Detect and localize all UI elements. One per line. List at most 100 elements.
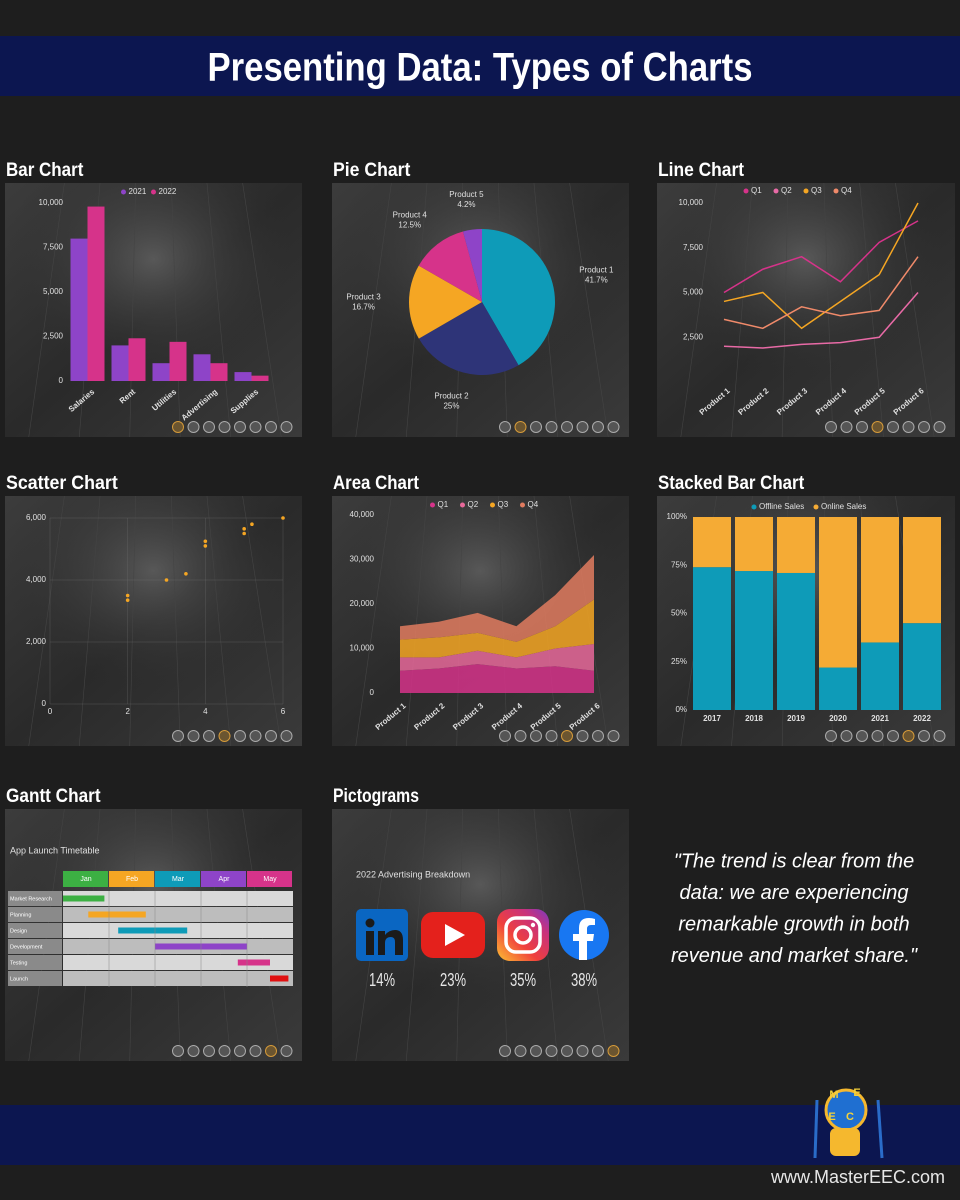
panel-texture	[206, 182, 232, 438]
pie-slice	[482, 229, 555, 366]
chart-subtitle: 2022 Advertising Breakdown	[356, 869, 470, 879]
task-bar	[118, 927, 188, 934]
icon-glyph	[378, 930, 403, 955]
logo-ladder	[813, 1099, 819, 1159]
legend-swatch	[430, 502, 435, 508]
carousel-dot	[607, 730, 620, 742]
legend-label: 2022	[159, 187, 177, 196]
month-label: Apr	[219, 876, 231, 883]
x-tick-label: 2	[125, 707, 130, 716]
linkedin-icon	[356, 909, 408, 961]
carousel-dot	[840, 421, 853, 433]
value-label: 23%	[440, 970, 466, 990]
icon-glyph	[445, 924, 465, 946]
carousel-dot	[249, 421, 262, 433]
carousel-dot	[499, 730, 511, 742]
carousel-dot	[280, 1045, 293, 1057]
bar-segment	[819, 667, 857, 710]
chart-subtitle: App Launch Timetable	[10, 845, 100, 855]
panel-texture	[171, 182, 181, 438]
footer-band	[0, 1105, 960, 1165]
slice-label: Product 5	[449, 190, 484, 199]
carousel-dot	[825, 730, 837, 742]
icon-glyph	[573, 918, 595, 960]
carousel-dot	[856, 421, 868, 433]
carousel-dot	[172, 730, 184, 742]
carousel-dot	[902, 730, 915, 742]
bar	[234, 372, 252, 381]
panel-texture	[355, 182, 392, 438]
line	[723, 256, 919, 330]
carousel-dot	[280, 421, 293, 433]
logo-letter: E	[853, 1087, 860, 1099]
legend-label: Q1	[751, 186, 762, 195]
carousel-dot	[187, 421, 200, 433]
scatter-point	[242, 531, 246, 536]
x-tick-label: 0	[48, 707, 53, 716]
icon-glyph	[365, 918, 375, 928]
bar-segment	[903, 517, 941, 624]
carousel-dot	[887, 730, 899, 742]
legend-label: 2021	[129, 187, 147, 196]
carousel-dot	[187, 730, 200, 742]
carousel-dot	[249, 1045, 262, 1057]
line	[723, 220, 919, 294]
bar	[210, 363, 228, 381]
bar-segment	[819, 517, 857, 668]
y-tick-label: 5,000	[43, 287, 64, 296]
panel-texture	[242, 182, 282, 438]
bar-segment	[777, 572, 815, 710]
logo-ladder	[876, 1099, 884, 1159]
carousel-dot	[218, 730, 231, 742]
x-tick-label: 2022	[913, 714, 931, 723]
header-band	[0, 36, 960, 96]
y-tick-label: 25%	[671, 657, 687, 666]
bar-segment	[693, 517, 731, 568]
task-label-cell	[8, 955, 62, 970]
y-tick-label: 7,500	[683, 243, 704, 252]
x-tick-label: 2021	[871, 714, 889, 723]
slice-value-label: 41.7%	[585, 275, 608, 284]
pie-slice	[462, 229, 482, 302]
task-row	[63, 907, 293, 922]
carousel-dot	[218, 1045, 231, 1057]
task-bar	[88, 911, 146, 918]
task-label: Planning	[10, 912, 31, 918]
area	[400, 644, 594, 671]
scatter-point	[203, 539, 208, 544]
carousel-dot	[203, 730, 215, 742]
month-header	[63, 871, 108, 887]
facebook-icon	[559, 910, 609, 960]
main-title: Presenting Data: Types of Charts	[208, 46, 753, 90]
y-tick-label: 40,000	[350, 510, 375, 519]
y-tick-label: 10,000	[679, 198, 704, 207]
legend-label: Q3	[498, 500, 509, 509]
y-tick-label: 4,000	[26, 575, 47, 584]
carousel-dot	[514, 421, 527, 433]
chart-title: Stacked Bar Chart	[658, 473, 805, 494]
y-tick-label: 0%	[675, 705, 687, 714]
icon-glyph	[366, 931, 374, 955]
legend-swatch	[490, 502, 495, 508]
carousel-dot	[203, 1045, 215, 1057]
y-tick-label: 5,000	[683, 288, 704, 297]
legend-label: Online Sales	[821, 502, 866, 511]
panel-texture	[28, 182, 65, 438]
bar	[111, 345, 129, 381]
y-tick-label: 2,500	[683, 332, 704, 341]
scatter-point	[184, 572, 188, 576]
carousel-dot	[514, 730, 527, 742]
task-row	[63, 955, 293, 970]
carousel-dot	[576, 1045, 589, 1057]
y-tick-label: 2,000	[26, 637, 47, 646]
y-tick-label: 0	[59, 376, 64, 385]
slice-label: Product 3	[346, 292, 381, 301]
bar	[193, 354, 211, 381]
line	[723, 202, 919, 330]
youtube-icon	[421, 912, 485, 958]
task-row	[63, 891, 293, 906]
chart-title: Pictograms	[333, 786, 419, 807]
legend-swatch	[151, 189, 156, 195]
carousel-dot	[933, 421, 946, 433]
task-label: Market Research	[10, 896, 52, 902]
